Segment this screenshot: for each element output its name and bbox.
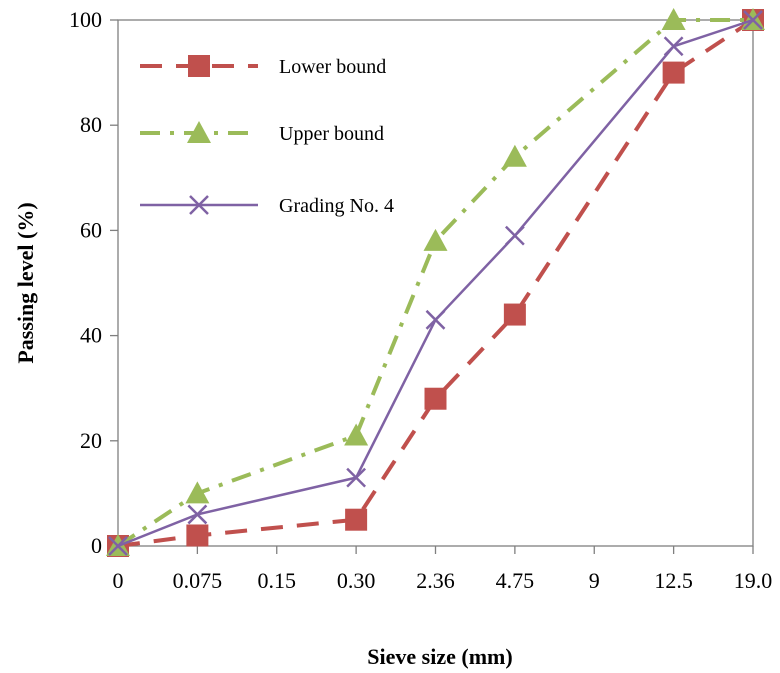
y-axis-title: Passing level (%)	[13, 202, 38, 363]
x-tick-label: 12.5	[654, 568, 693, 593]
square-marker	[188, 55, 210, 77]
x-tick-label: 0.075	[173, 568, 223, 593]
y-tick-label: 0	[91, 533, 102, 558]
x-tick-label: 0	[113, 568, 124, 593]
x-axis-ticks: 0 0.075 0.15 0.30 2.36 4.75 9 12.5 19.0	[113, 546, 773, 593]
legend-label: Grading No. 4	[279, 195, 394, 217]
x-tick-label: 9	[589, 568, 600, 593]
series-grading-no-4	[109, 11, 762, 555]
y-tick-label: 40	[80, 323, 102, 348]
y-tick-label: 100	[69, 7, 102, 32]
series-upper-bound	[106, 8, 765, 556]
series-layer	[106, 8, 765, 557]
x-marker	[665, 37, 683, 55]
y-tick-label: 60	[80, 217, 102, 242]
x-axis-title: Sieve size (mm)	[367, 644, 512, 669]
square-marker	[663, 62, 685, 84]
x-tick-label: 0.15	[258, 568, 297, 593]
legend-item: Grading No. 4	[140, 195, 394, 217]
square-marker	[186, 524, 208, 546]
x-marker	[188, 505, 206, 523]
y-tick-label: 80	[80, 112, 102, 137]
x-marker	[506, 227, 524, 245]
y-axis-ticks: 0 20 40 60 80 100	[69, 7, 118, 558]
square-marker	[425, 388, 447, 410]
legend-label: Lower bound	[279, 56, 386, 78]
legend-label: Upper bound	[279, 123, 384, 145]
triangle-marker	[344, 424, 368, 446]
x-tick-label: 2.36	[416, 568, 455, 593]
square-marker	[504, 304, 526, 326]
x-tick-label: 19.0	[734, 568, 773, 593]
x-marker	[427, 311, 445, 329]
square-marker	[345, 509, 367, 531]
x-marker	[347, 469, 365, 487]
legend-item: Lower bound	[140, 55, 386, 78]
y-tick-label: 20	[80, 428, 102, 453]
legend: Lower bound Upper bound Grading No. 4	[140, 55, 394, 217]
series-lower-bound	[107, 9, 764, 557]
x-tick-label: 4.75	[496, 568, 535, 593]
legend-item: Upper bound	[140, 121, 384, 145]
x-tick-label: 0.30	[337, 568, 376, 593]
series-line	[118, 20, 753, 546]
